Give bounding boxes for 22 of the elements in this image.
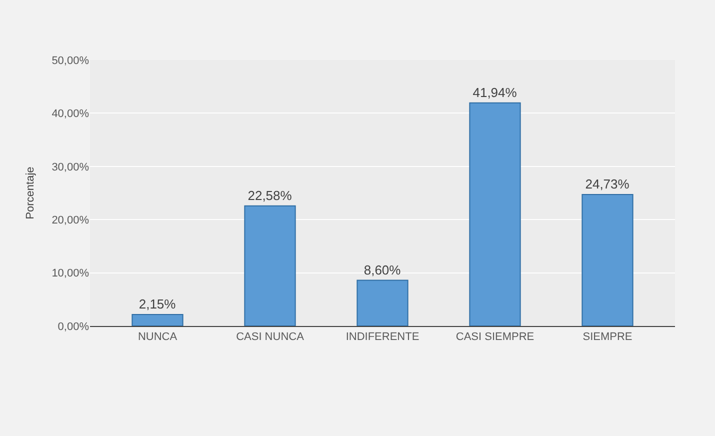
bar bbox=[244, 205, 296, 326]
y-tick-label: 0,00% bbox=[58, 320, 90, 333]
x-tick-label: CASI SIEMPRE bbox=[456, 331, 534, 344]
data-label: 2,15% bbox=[138, 296, 176, 312]
bar bbox=[356, 280, 408, 326]
data-label: 24,73% bbox=[585, 176, 630, 192]
data-label: 22,58% bbox=[248, 188, 292, 203]
y-tick-label: 20,00% bbox=[52, 214, 90, 226]
y-axis-title: Porcentaje bbox=[24, 166, 36, 220]
bar bbox=[469, 102, 521, 326]
y-tick-label: 50,00% bbox=[52, 54, 90, 67]
y-tick-label: 40,00% bbox=[52, 108, 90, 120]
x-tick-label: SIEMPRE bbox=[582, 331, 632, 344]
bar bbox=[132, 314, 184, 326]
y-tick-label: 30,00% bbox=[52, 161, 90, 174]
x-tick-label: CASI NUNCA bbox=[236, 331, 305, 344]
bar bbox=[582, 194, 634, 326]
data-label: 8,60% bbox=[364, 262, 402, 278]
x-tick-label: INDIFERENTE bbox=[346, 331, 420, 344]
x-tick-label: NUNCA bbox=[138, 331, 178, 344]
data-label: 41,94% bbox=[472, 84, 518, 100]
y-tick-label: 10,00% bbox=[52, 268, 90, 280]
